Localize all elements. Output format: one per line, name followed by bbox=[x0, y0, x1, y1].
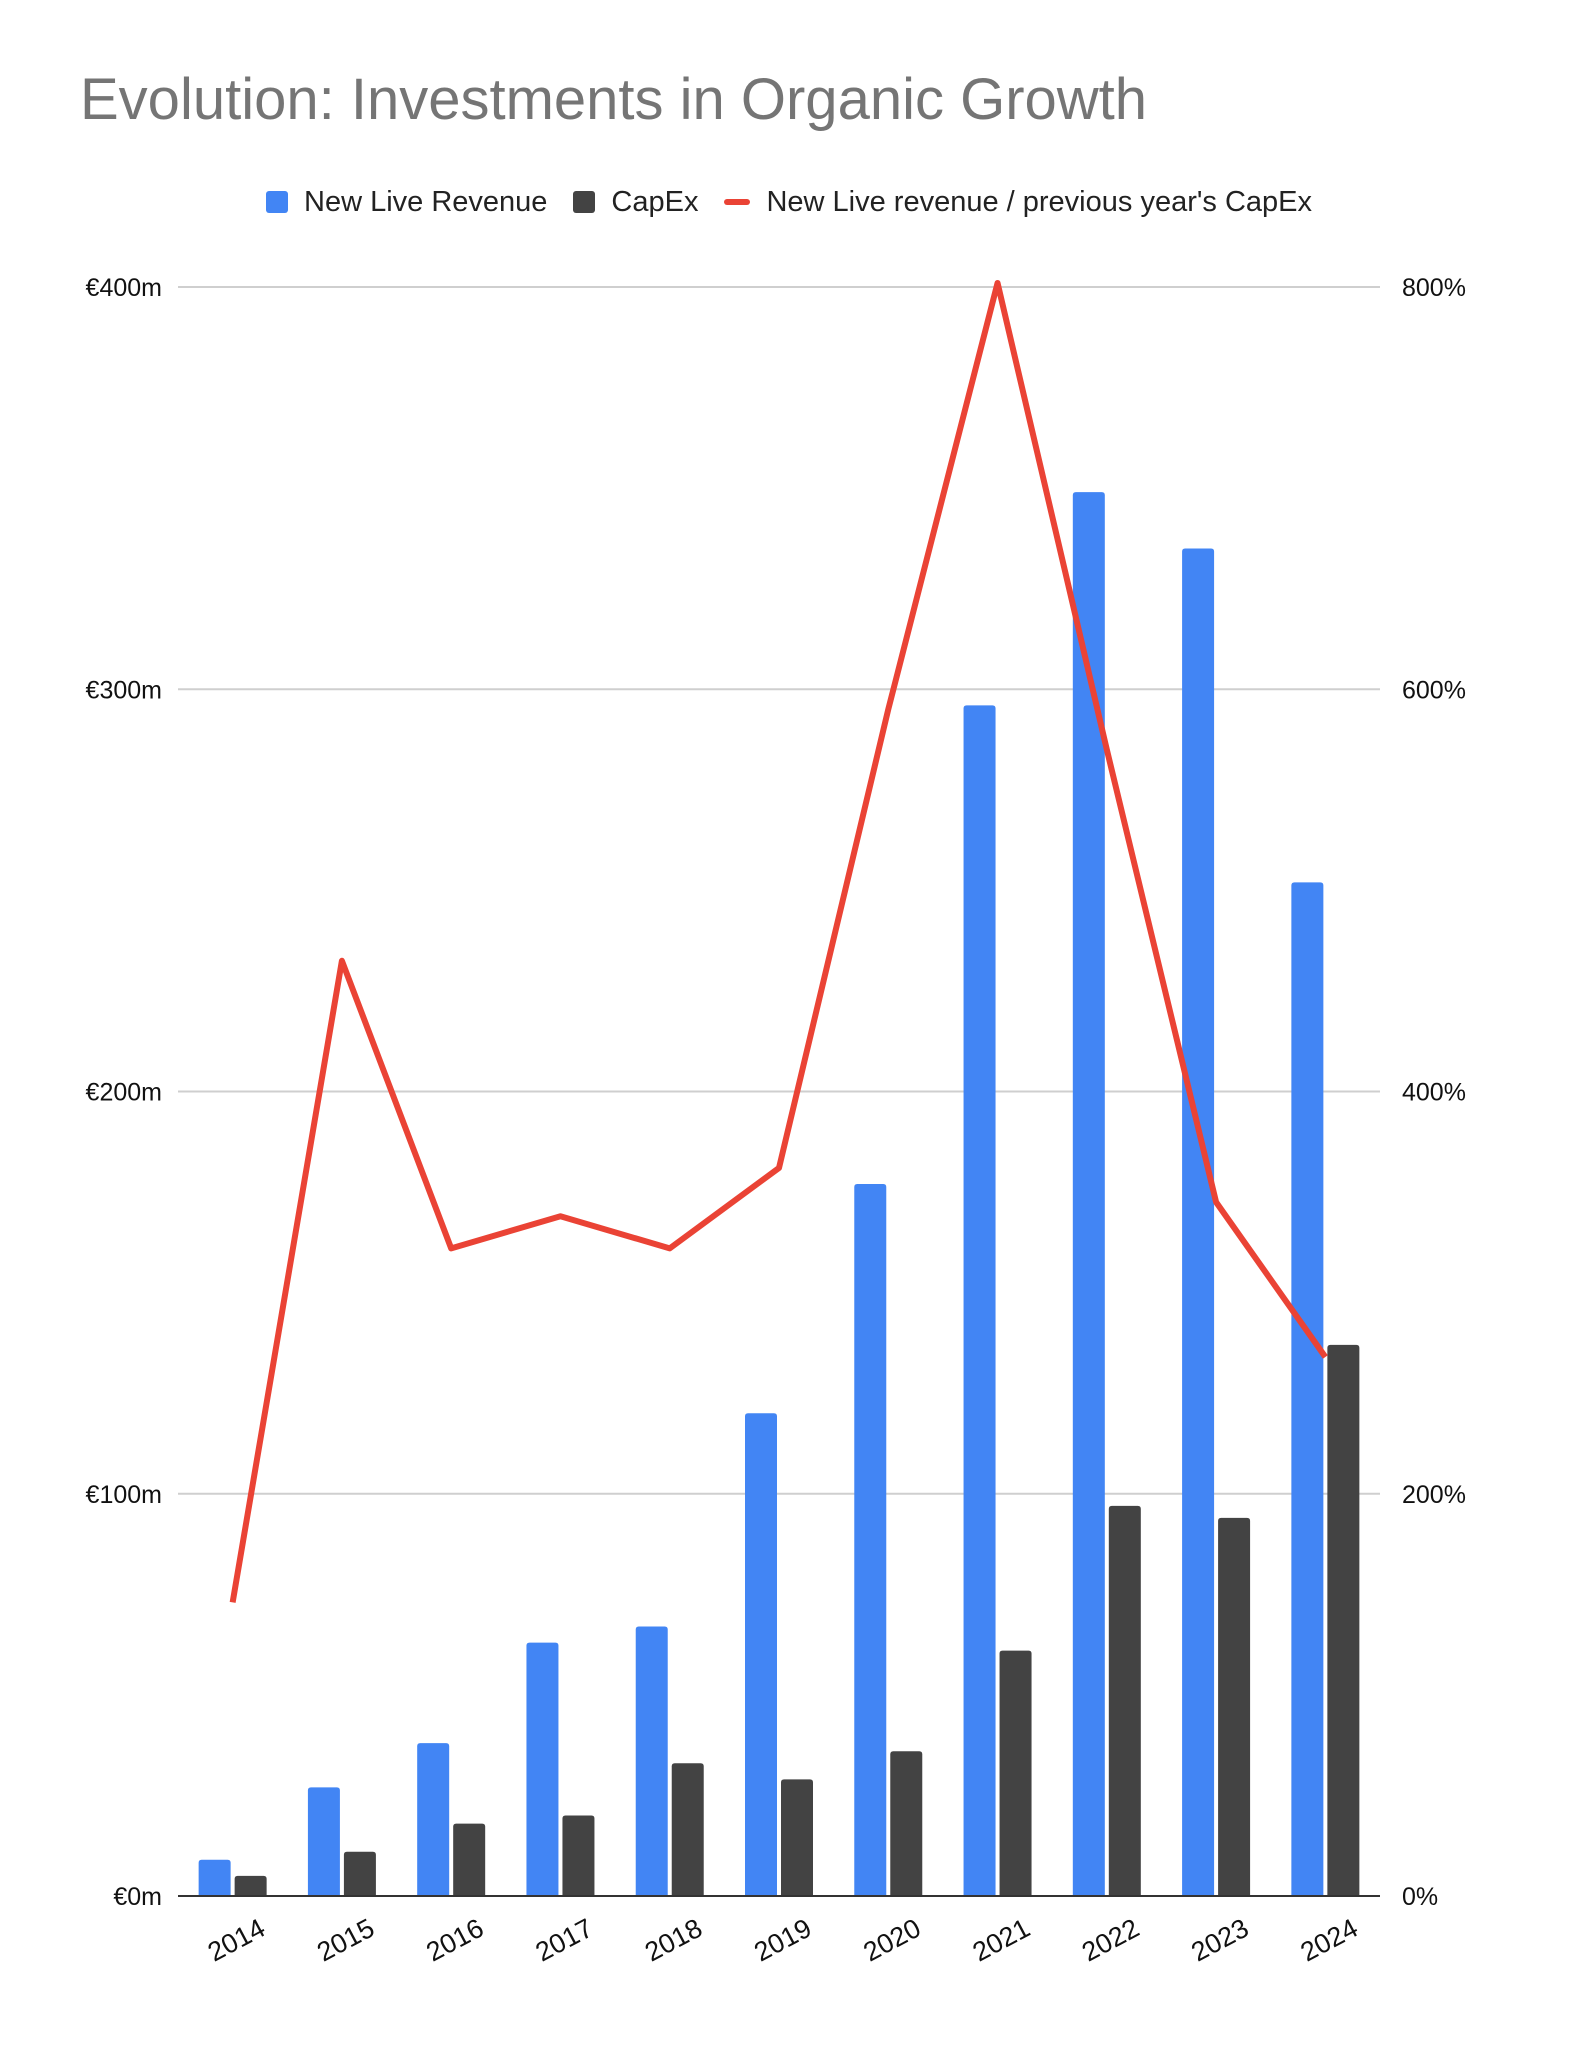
bar-new-live-revenue bbox=[1072, 492, 1105, 1897]
x-tick-label: 2017 bbox=[531, 1913, 598, 1968]
bar-new-live-revenue bbox=[1291, 882, 1324, 1896]
bar-capex bbox=[890, 1751, 923, 1896]
legend-label-new-live-revenue: New Live Revenue bbox=[304, 185, 548, 218]
legend: New Live Revenue CapEx New Live revenue … bbox=[0, 182, 1584, 222]
bar-new-live-revenue bbox=[854, 1184, 887, 1896]
y-left-tick-label: €300m bbox=[86, 676, 162, 704]
bar-new-live-revenue bbox=[417, 1743, 450, 1896]
y-right-tick-label: 400% bbox=[1402, 1079, 1466, 1107]
bar-capex bbox=[234, 1875, 267, 1896]
legend-swatch-new-live-revenue bbox=[266, 191, 288, 213]
y-right-tick-label: 800% bbox=[1402, 274, 1466, 302]
x-tick-label: 2014 bbox=[203, 1913, 270, 1968]
x-tick-label: 2022 bbox=[1077, 1913, 1144, 1968]
bar-new-live-revenue bbox=[198, 1859, 231, 1896]
bar-new-live-revenue bbox=[745, 1413, 777, 1896]
bar-capex bbox=[1327, 1344, 1360, 1896]
bar-capex bbox=[562, 1815, 595, 1896]
ratio-line bbox=[229, 279, 1328, 1603]
x-tick-label: 2019 bbox=[749, 1913, 816, 1968]
legend-swatch-capex bbox=[573, 191, 596, 213]
x-tick-label: 2021 bbox=[968, 1913, 1035, 1968]
chart-title: Evolution: Investments in Organic Growth bbox=[80, 67, 1148, 132]
x-tick-label: 2015 bbox=[312, 1913, 379, 1968]
bar-capex bbox=[1218, 1517, 1251, 1896]
y-right-tick-label: 200% bbox=[1402, 1481, 1466, 1509]
legend-item-capex: CapEx bbox=[573, 186, 698, 219]
x-tick-label: 2016 bbox=[421, 1913, 488, 1968]
y-right-tick-label: 600% bbox=[1402, 676, 1466, 704]
bar-capex bbox=[781, 1779, 813, 1896]
x-tick-label: 2018 bbox=[640, 1913, 707, 1968]
bar-new-live-revenue bbox=[635, 1626, 668, 1896]
x-tick-label: 2020 bbox=[858, 1913, 925, 1968]
legend-swatch-ratio bbox=[724, 199, 751, 205]
bar-new-live-revenue bbox=[526, 1642, 559, 1896]
bar-capex bbox=[1108, 1505, 1141, 1896]
x-tick-label: 2024 bbox=[1296, 1913, 1363, 1968]
legend-item-ratio: New Live revenue / previous year's CapEx bbox=[724, 186, 1312, 219]
y-left-tick-label: €0m bbox=[113, 1883, 162, 1911]
bar-new-live-revenue bbox=[307, 1787, 340, 1896]
legend-label-capex: CapEx bbox=[611, 185, 699, 218]
bar-capex bbox=[999, 1650, 1032, 1896]
legend-item-new-live-revenue: New Live Revenue bbox=[266, 186, 547, 219]
y-left-tick-label: €200m bbox=[86, 1079, 162, 1107]
y-right-tick-label: 0% bbox=[1402, 1883, 1438, 1911]
y-left-tick-label: €100m bbox=[86, 1481, 162, 1509]
bar-capex bbox=[453, 1823, 486, 1896]
bar-capex bbox=[343, 1851, 376, 1896]
x-tick-label: 2023 bbox=[1186, 1913, 1253, 1968]
bar-new-live-revenue bbox=[1182, 548, 1215, 1896]
bar-capex bbox=[671, 1763, 704, 1896]
y-left-tick-label: €400m bbox=[86, 274, 162, 302]
legend-label-ratio: New Live revenue / previous year's CapEx bbox=[766, 185, 1312, 218]
bar-new-live-revenue bbox=[963, 705, 996, 1896]
